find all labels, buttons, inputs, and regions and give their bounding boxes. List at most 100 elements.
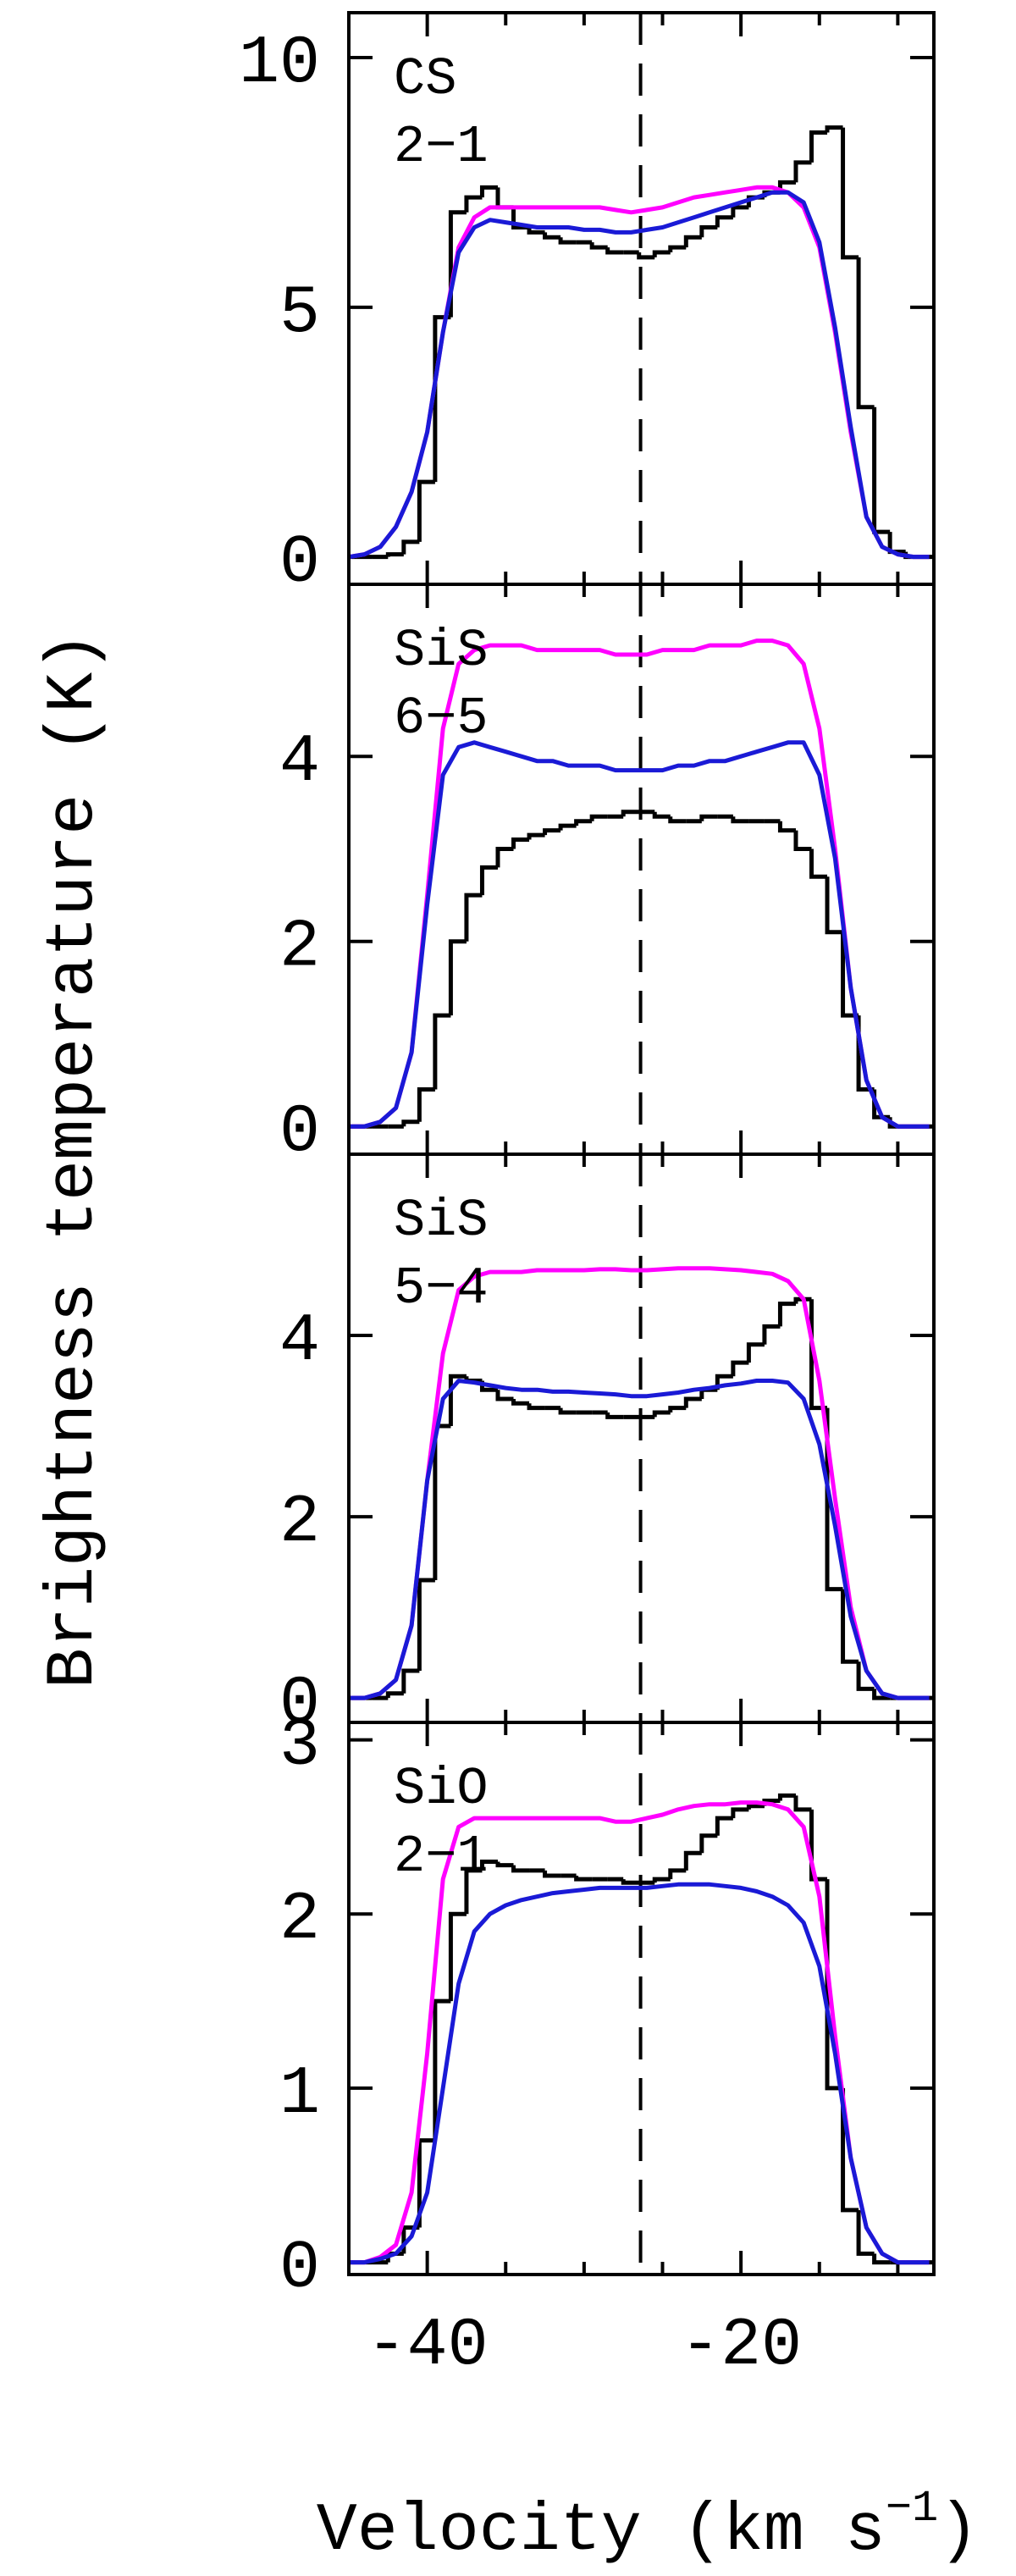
histogram-step (479, 1860, 498, 1871)
histogram-step (762, 1324, 781, 1345)
histogram-step (715, 1816, 733, 1836)
histogram-step (589, 242, 608, 250)
histogram-step (809, 130, 828, 163)
histogram-step (856, 257, 875, 410)
model-line (349, 1266, 930, 1700)
histogram-step (872, 406, 891, 534)
panel-label: 2−1 (394, 1827, 489, 1887)
histogram-step (668, 1406, 687, 1412)
histogram-step (543, 1870, 561, 1878)
histogram-step (683, 1850, 702, 1871)
histogram-step (825, 1407, 843, 1592)
histogram-step (417, 1578, 435, 1671)
model-line (349, 1800, 930, 2265)
x-tick-label: -40 (367, 2308, 489, 2385)
histogram-step (731, 205, 749, 218)
histogram-step (558, 1407, 577, 1415)
histogram-step (793, 830, 812, 851)
plot-area (349, 125, 934, 560)
panel-label: 5−4 (394, 1258, 489, 1318)
histogram-step (699, 224, 718, 238)
histogram-step (793, 1795, 812, 1812)
y-tick-label: 0 (279, 2231, 320, 2308)
histogram-step (793, 1296, 812, 1304)
histogram-step (809, 1809, 828, 1882)
histogram-step (683, 235, 702, 248)
histogram-step (448, 939, 467, 1016)
histogram-step (731, 1807, 749, 1819)
histogram-step (841, 2087, 859, 2213)
histogram-step (777, 1302, 796, 1327)
histogram-step (479, 865, 498, 896)
histogram-step (511, 1398, 530, 1406)
histogram-step (841, 1589, 859, 1664)
histogram-step (589, 814, 608, 821)
model-line (349, 190, 930, 560)
histogram-step (433, 1013, 451, 1090)
x-axis-label-sup: −1 (886, 2484, 938, 2534)
histogram-step (527, 1403, 545, 1411)
histogram-step (543, 828, 561, 836)
y-axis-label: Brightness temperature (K) (36, 632, 113, 1689)
histogram-step (872, 2253, 891, 2265)
histogram-step (417, 479, 435, 542)
histogram-step (841, 127, 859, 260)
histogram-step (715, 215, 733, 228)
panel-frame (347, 1721, 936, 2276)
histogram-step (605, 247, 624, 255)
histogram-step (574, 1876, 593, 1882)
histogram-step (746, 1804, 765, 1810)
histogram-step (777, 1793, 796, 1801)
histogram-step (668, 1868, 687, 1880)
histogram-step (652, 1877, 671, 1883)
y-tick-label: 2 (279, 909, 320, 987)
x-axis-label-part: ) (938, 2493, 979, 2570)
histogram-step (637, 252, 655, 260)
histogram-step (543, 232, 561, 240)
histogram-step (605, 1412, 624, 1419)
histogram-step (699, 1387, 718, 1399)
histogram-step (464, 893, 483, 942)
histogram-step (652, 1410, 671, 1418)
panel-label: CS (394, 49, 456, 109)
histogram-step (809, 849, 828, 879)
histogram-step (433, 1998, 451, 2141)
histogram-step (621, 1879, 639, 1885)
histogram-step (495, 187, 514, 210)
histogram-step (495, 1861, 514, 1868)
x-axis-label: Velocity (km s−1) (317, 2484, 980, 2570)
histogram-step (856, 2209, 875, 2256)
model-line (349, 1379, 930, 1700)
y-tick-label: 1 (279, 2056, 320, 2133)
histogram-step (825, 125, 843, 133)
model-line (349, 638, 930, 1129)
histogram-step (495, 846, 514, 868)
y-tick-label: 0 (279, 1094, 320, 1171)
histogram-step (401, 1668, 420, 1694)
histogram-step (464, 1868, 483, 1915)
histogram-step (731, 816, 749, 824)
histogram-step (527, 832, 545, 840)
y-tick-label: 0 (279, 525, 320, 602)
panel-label: 2−1 (394, 117, 489, 177)
plot-area (349, 1793, 934, 2265)
histogram-step (731, 1360, 749, 1377)
model-line (349, 740, 930, 1129)
histogram-step (887, 532, 906, 555)
histogram-step (479, 185, 498, 198)
histogram-step (574, 819, 593, 826)
histogram-step (652, 811, 671, 819)
y-tick-label: 2 (279, 1484, 320, 1562)
histogram-step (825, 876, 843, 935)
histogram-step (558, 237, 577, 245)
panel-label: SiS (394, 1191, 489, 1251)
y-tick-label: 2 (279, 1882, 320, 1959)
histogram-step (872, 1689, 891, 1700)
histogram-step (417, 1087, 435, 1122)
histogram-step (621, 810, 639, 817)
y-tick-label: 0 (279, 1666, 320, 1743)
histogram-step (385, 552, 404, 557)
histogram-step (777, 821, 796, 833)
histogram-step (401, 1119, 420, 1127)
x-axis-label-part: Velocity (km s (317, 2493, 886, 2570)
